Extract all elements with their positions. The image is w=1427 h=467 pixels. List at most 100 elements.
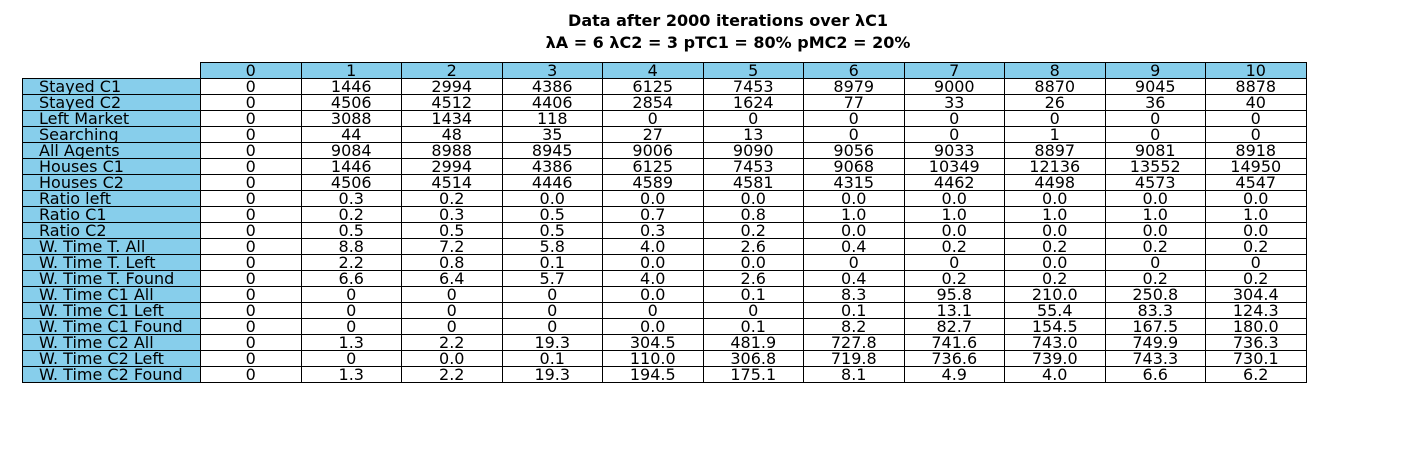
row-header: W. Time C2 Found	[22, 366, 201, 383]
table-cell: 0.5	[300, 222, 402, 239]
table-cell: 13.1	[903, 302, 1005, 319]
table-cell: 82.7	[903, 318, 1005, 335]
table-cell: 4315	[803, 174, 905, 191]
table-cell: 0	[803, 254, 905, 271]
table-cell: 0.2	[903, 238, 1005, 255]
table-cell: 1.3	[300, 366, 402, 383]
table-cell: 0	[300, 350, 402, 367]
table-cell: 83.3	[1104, 302, 1206, 319]
table-cell: 13	[702, 126, 804, 143]
table-cell: 8.1	[803, 366, 905, 383]
row-header: All Agents	[22, 142, 201, 159]
table-row: W. Time C2 Left 0 0 0.0 0.1 110.0 306.8 719.8 73…	[22, 350, 1307, 367]
table-row: W. Time C1 All 0 0 0 0 0.0 0.1 8.3 95.8 210.0 250.…	[22, 286, 1307, 303]
table-cell: 118	[501, 110, 603, 127]
table-cell: 1.0	[1104, 206, 1206, 223]
table-cell: 0	[1104, 126, 1206, 143]
table-cell: 730.1	[1205, 350, 1307, 367]
table-cell: 8918	[1205, 142, 1307, 159]
table-cell: 19.3	[501, 366, 603, 383]
table-row: Ratio left 0 0.3 0.2 0.0 0.0 0.0 0.0 0.0 0.0 0.0 0.…	[22, 190, 1307, 207]
table-cell: 9006	[602, 142, 704, 159]
table-cell: 4446	[501, 174, 603, 191]
table-body: Stayed C1 0 1446 2994 4386 6125 7453 8979 9000 88…	[22, 78, 1307, 383]
table-row: Houses C2 0 4506 4514 4446 4589 4581 4315 4462 44…	[22, 174, 1307, 191]
table-cell: 26	[1004, 94, 1106, 111]
table-cell: 0.1	[702, 286, 804, 303]
table-cell: 1.3	[300, 334, 402, 351]
table-row: Houses C1 0 1446 2994 4386 6125 7453 9068 10349 1…	[22, 158, 1307, 175]
table-cell: 9033	[903, 142, 1005, 159]
table-cell: 95.8	[903, 286, 1005, 303]
table-cell: 4.0	[602, 270, 704, 287]
table-cell: 0.2	[1004, 270, 1106, 287]
table-cell: 6125	[602, 78, 704, 95]
table-cell: 743.0	[1004, 334, 1106, 351]
table-cell: 0	[903, 126, 1005, 143]
table-cell: 0.8	[401, 254, 503, 271]
table-cell: 1	[1004, 126, 1106, 143]
column-header: 2	[401, 62, 503, 79]
table-row: Searching 0 44 48 35 27 13 0 0 1 0 0	[22, 126, 1307, 143]
table-cell: 0.1	[702, 318, 804, 335]
table-row: W. Time C2 All 0 1.3 2.2 19.3 304.5 481.9 727.8…	[22, 334, 1307, 351]
table-cell: 0	[200, 366, 302, 383]
column-header: 7	[903, 62, 1005, 79]
table-cell: 4506	[300, 94, 402, 111]
column-header: 4	[602, 62, 704, 79]
table-cell: 1446	[300, 78, 402, 95]
row-header: Houses C2	[22, 174, 201, 191]
table-cell: 6.6	[1104, 366, 1206, 383]
table-cell: 0.2	[1205, 238, 1307, 255]
table-cell: 0.5	[501, 222, 603, 239]
row-header: W. Time T. Left	[22, 254, 201, 271]
table-cell: 0	[200, 206, 302, 223]
table-cell: 0.0	[1104, 222, 1206, 239]
table-cell: 0.0	[903, 190, 1005, 207]
table-cell: 5.8	[501, 238, 603, 255]
table-row: Stayed C2 0 4506 4512 4406 2854 1624 77 33 26 36 40	[22, 94, 1307, 111]
table-cell: 0.8	[702, 206, 804, 223]
table-cell: 0	[501, 318, 603, 335]
table-cell: 35	[501, 126, 603, 143]
table-cell: 1.0	[1205, 206, 1307, 223]
table-cell: 0.3	[401, 206, 503, 223]
table-cell: 0	[200, 222, 302, 239]
column-header: 0	[200, 62, 302, 79]
table-cell: 0	[200, 158, 302, 175]
table-cell: 0	[501, 286, 603, 303]
table-cell: 4514	[401, 174, 503, 191]
table-cell: 0.0	[803, 222, 905, 239]
table-row: Ratio C2 0 0.5 0.5 0.5 0.3 0.2 0.0 0.0 0.0 0.0 0.0	[22, 222, 1307, 239]
table-cell: 4406	[501, 94, 603, 111]
table-cell: 4.0	[602, 238, 704, 255]
table-cell: 2.2	[300, 254, 402, 271]
table-cell: 736.3	[1205, 334, 1307, 351]
table-cell: 124.3	[1205, 302, 1307, 319]
row-header: Ratio C1	[22, 206, 201, 223]
table-cell: 0	[1205, 126, 1307, 143]
table-row: W. Time C1 Left 0 0 0 0 0 0 0.1 13.1 55.4 83.3 124.…	[22, 302, 1307, 319]
table-cell: 0	[200, 318, 302, 335]
table-cell: 0	[602, 302, 704, 319]
table-corner	[23, 63, 201, 79]
table-cell: 749.9	[1104, 334, 1206, 351]
table-cell: 0	[401, 286, 503, 303]
table-cell: 2.2	[401, 334, 503, 351]
row-header: W. Time C1 All	[22, 286, 201, 303]
table-cell: 0	[300, 318, 402, 335]
table-cell: 0	[803, 110, 905, 127]
table-cell: 0	[401, 302, 503, 319]
table-cell: 0	[1205, 110, 1307, 127]
table-cell: 739.0	[1004, 350, 1106, 367]
table-cell: 0.0	[602, 190, 704, 207]
table-cell: 0	[200, 334, 302, 351]
column-header: 6	[803, 62, 905, 79]
table-cell: 304.4	[1205, 286, 1307, 303]
column-header: 10	[1205, 62, 1307, 79]
column-header: 9	[1104, 62, 1206, 79]
table-cell: 0	[200, 350, 302, 367]
table-cell: 9081	[1104, 142, 1206, 159]
row-header: Stayed C1	[22, 78, 201, 95]
table-cell: 9000	[903, 78, 1005, 95]
